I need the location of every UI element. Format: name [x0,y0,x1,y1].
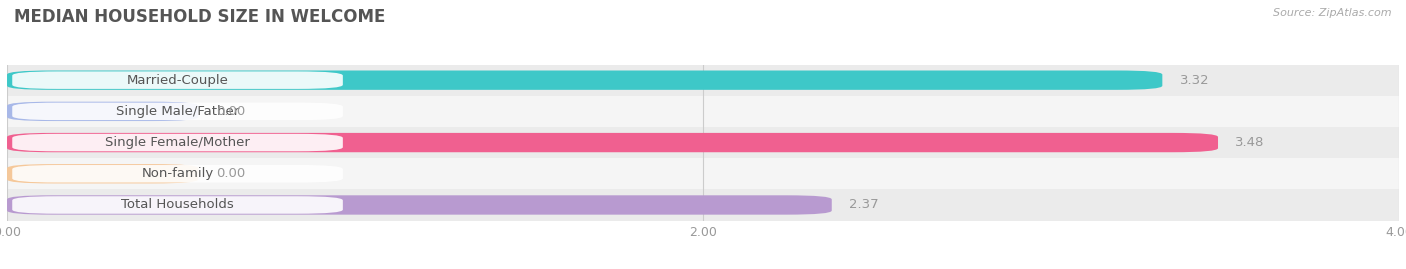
FancyBboxPatch shape [7,195,832,215]
Text: 3.48: 3.48 [1236,136,1265,149]
FancyBboxPatch shape [13,103,343,120]
Bar [7,96,1399,127]
FancyBboxPatch shape [13,72,343,89]
Bar [7,158,1399,189]
Text: Married-Couple: Married-Couple [127,74,229,87]
Text: Single Male/Father: Single Male/Father [115,105,239,118]
Text: MEDIAN HOUSEHOLD SIZE IN WELCOME: MEDIAN HOUSEHOLD SIZE IN WELCOME [14,8,385,26]
Text: Non-family: Non-family [142,167,214,180]
Text: Total Households: Total Households [121,199,233,211]
Text: 0.00: 0.00 [217,167,245,180]
Bar [7,65,1399,96]
FancyBboxPatch shape [7,164,198,183]
Text: 0.00: 0.00 [217,105,245,118]
FancyBboxPatch shape [7,70,1163,90]
Text: 2.37: 2.37 [849,199,879,211]
Text: Single Female/Mother: Single Female/Mother [105,136,250,149]
FancyBboxPatch shape [7,133,1218,152]
Bar [7,127,1399,158]
Text: 3.32: 3.32 [1180,74,1209,87]
FancyBboxPatch shape [13,196,343,214]
Text: Source: ZipAtlas.com: Source: ZipAtlas.com [1274,8,1392,18]
FancyBboxPatch shape [13,165,343,182]
FancyBboxPatch shape [13,134,343,151]
FancyBboxPatch shape [7,102,198,121]
Bar [7,189,1399,221]
